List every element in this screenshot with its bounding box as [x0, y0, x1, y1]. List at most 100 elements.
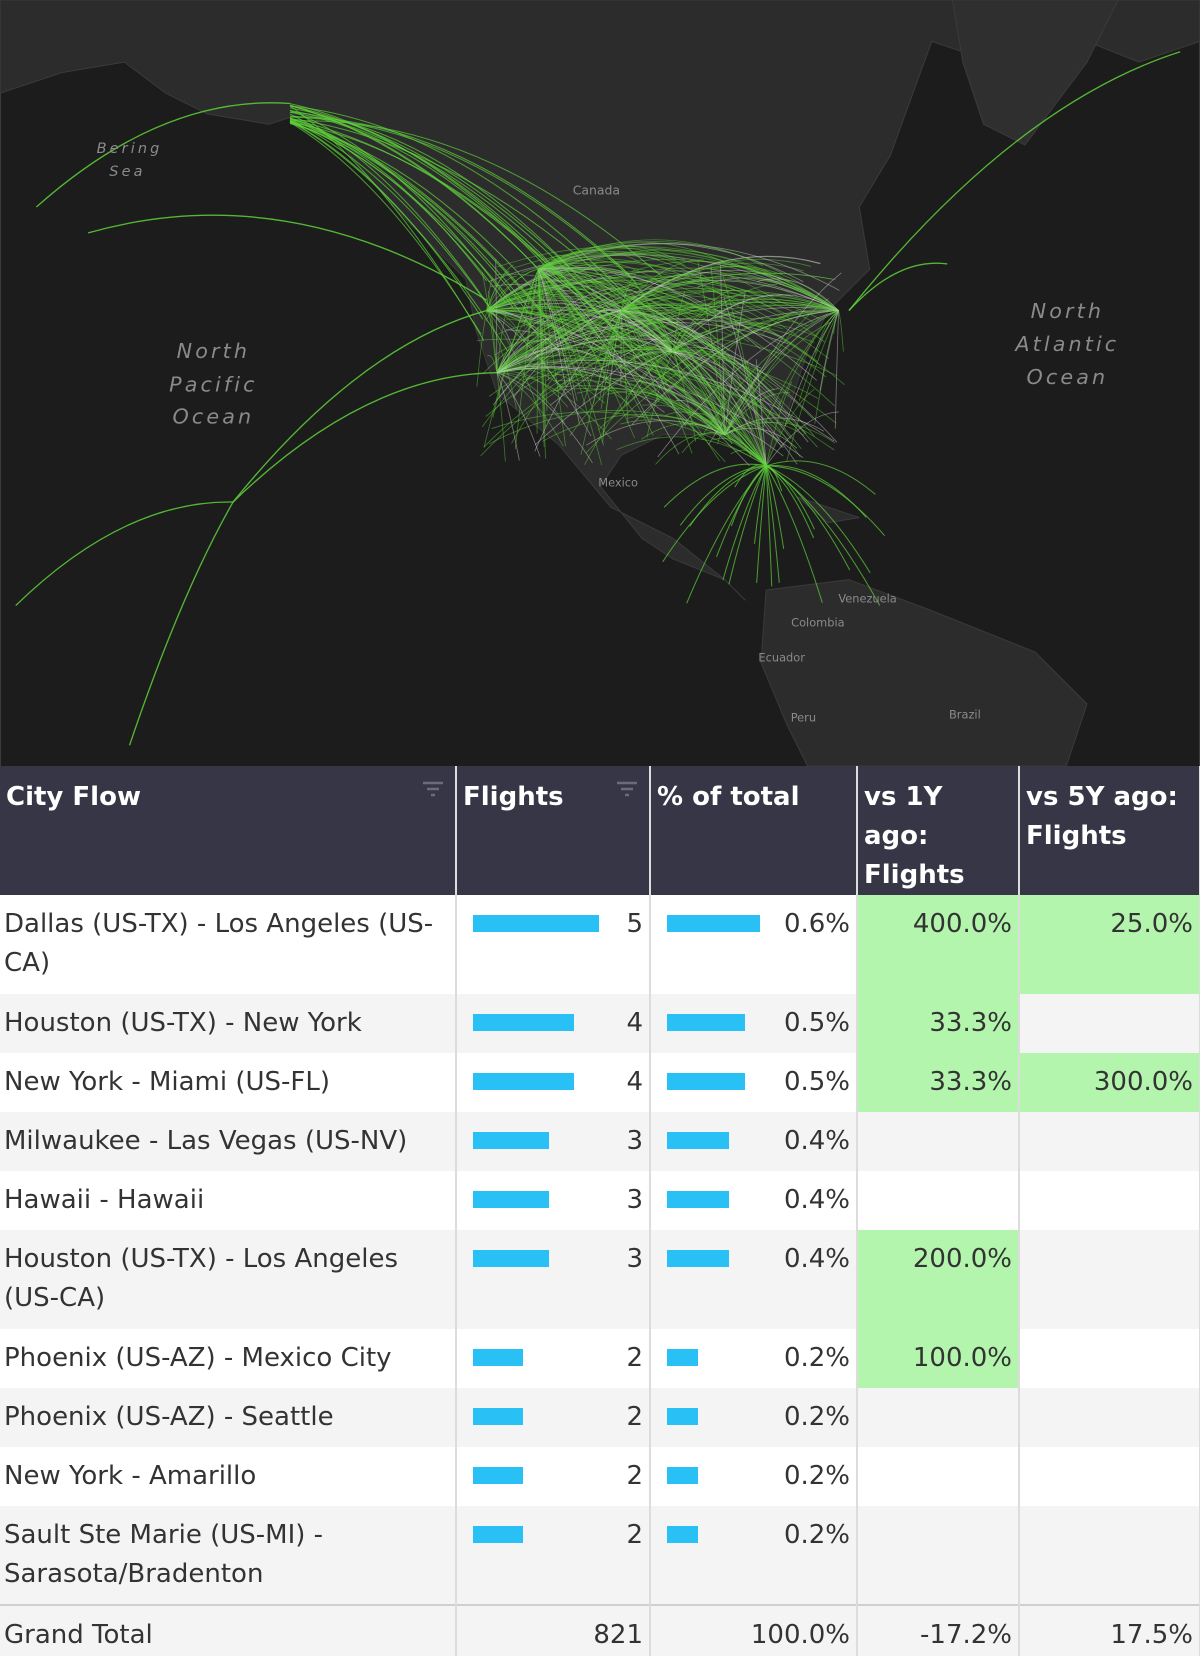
filter-icon[interactable]	[421, 780, 445, 800]
vs5y-value: 300.0%	[1094, 1067, 1193, 1097]
map-label: Ecuador	[758, 650, 805, 664]
column-header: vs 5Y ago: Flights	[1019, 766, 1200, 895]
header-text: vs 5Y ago: Flights	[1026, 782, 1178, 851]
pct-cell: 0.4%	[650, 1230, 857, 1329]
column-header: Flights	[456, 766, 650, 895]
flights-value: 3	[626, 1185, 643, 1215]
header-text: Flights	[463, 782, 564, 812]
flights-bar	[473, 1132, 549, 1149]
table-row: Phoenix (US-AZ) - Mexico City 2 0.2% 100.0%	[0, 1329, 1200, 1388]
pct-bar	[667, 1073, 745, 1090]
pct-value: 0.2%	[784, 1461, 850, 1491]
vs1y-value: 33.3%	[929, 1067, 1012, 1097]
vs1y-value: 200.0%	[913, 1244, 1012, 1274]
vs5y-cell	[1019, 1388, 1200, 1447]
city-flow-table: City Flow Flights % of total vs 1Y ago: Fli…	[0, 766, 1200, 1656]
city-flow: Dallas (US-TX) - Los Angeles (US-CA)	[0, 895, 456, 994]
map-label: Ocean	[1027, 365, 1109, 389]
flights-cell: 4	[456, 994, 650, 1053]
table-row: Sault Ste Marie (US-MI) - Sarasota/Brade…	[0, 1506, 1200, 1605]
flights-bar	[473, 1408, 523, 1425]
flights-cell: 4	[456, 1053, 650, 1112]
flights-value: 2	[626, 1343, 643, 1373]
city-flow: New York - Miami (US-FL)	[0, 1053, 456, 1112]
pct-bar	[667, 1467, 698, 1484]
vs1y-cell	[857, 1171, 1019, 1230]
flight-map: Bering Sea Canada North Pacific Ocean No…	[0, 0, 1200, 766]
flights-cell: 3	[456, 1112, 650, 1171]
pct-bar	[667, 1132, 729, 1149]
pct-bar	[667, 1526, 698, 1543]
flights-value: 5	[626, 909, 643, 939]
pct-cell: 0.4%	[650, 1112, 857, 1171]
flights-cell: 3	[456, 1171, 650, 1230]
pct-cell: 0.6%	[650, 895, 857, 994]
column-header: vs 1Y ago: Flights	[857, 766, 1019, 895]
vs5y-cell	[1019, 1112, 1200, 1171]
pct-value: 0.6%	[784, 909, 850, 939]
pct-cell: 0.2%	[650, 1447, 857, 1506]
flights-bar	[473, 1526, 523, 1543]
city-flow: Houston (US-TX) - Los Angeles (US-CA)	[0, 1230, 456, 1329]
column-header: % of total	[650, 766, 857, 895]
flights-value: 2	[626, 1402, 643, 1432]
flights-cell: 2	[456, 1447, 650, 1506]
map-label: Bering	[97, 141, 163, 157]
vs5y-cell	[1019, 1447, 1200, 1506]
vs1y-cell: 200.0%	[857, 1230, 1019, 1329]
pct-bar	[667, 1250, 729, 1267]
city-flow: Phoenix (US-AZ) - Mexico City	[0, 1329, 456, 1388]
pct-value: 0.2%	[784, 1520, 850, 1550]
flights-bar	[473, 1250, 549, 1267]
map-label: North	[1031, 299, 1104, 323]
flights-bar	[473, 915, 599, 932]
vs5y-cell	[1019, 1230, 1200, 1329]
total-label: Grand Total	[0, 1605, 456, 1656]
filter-icon[interactable]	[615, 780, 639, 800]
map-label: Venezuela	[838, 591, 896, 605]
vs1y-value: 100.0%	[913, 1343, 1012, 1373]
header-text: City Flow	[6, 782, 141, 812]
table-row: Dallas (US-TX) - Los Angeles (US-CA) 5 0.6…	[0, 895, 1200, 994]
pct-value: 0.2%	[784, 1343, 850, 1373]
pct-value: 0.5%	[784, 1008, 850, 1038]
pct-cell: 0.2%	[650, 1388, 857, 1447]
vs1y-value: 400.0%	[913, 909, 1012, 939]
table-row: New York - Miami (US-FL) 4 0.5% 33.3% 300.0%	[0, 1053, 1200, 1112]
flights-bar	[473, 1191, 549, 1208]
city-flow: Houston (US-TX) - New York	[0, 994, 456, 1053]
total-flights: 821	[456, 1605, 650, 1656]
pct-value: 0.5%	[784, 1067, 850, 1097]
table-row: Milwaukee - Las Vegas (US-NV)3 0.4%	[0, 1112, 1200, 1171]
total-vs5y: 17.5%	[1019, 1605, 1200, 1656]
pct-bar	[667, 1191, 729, 1208]
vs1y-cell	[857, 1447, 1019, 1506]
pct-value: 0.4%	[784, 1126, 850, 1156]
map-label: Ocean	[173, 404, 255, 428]
flights-cell: 5	[456, 895, 650, 994]
vs5y-cell: 300.0%	[1019, 1053, 1200, 1112]
map-label: Atlantic	[1013, 332, 1119, 356]
pct-cell: 0.4%	[650, 1171, 857, 1230]
city-flow: Sault Ste Marie (US-MI) - Sarasota/Brade…	[0, 1506, 456, 1605]
city-flow: Milwaukee - Las Vegas (US-NV)	[0, 1112, 456, 1171]
vs1y-cell	[857, 1506, 1019, 1605]
vs1y-cell	[857, 1112, 1019, 1171]
total-vs1y: -17.2%	[857, 1605, 1019, 1656]
map-label: Pacific	[169, 372, 257, 396]
pct-value: 0.2%	[784, 1402, 850, 1432]
flights-value: 2	[626, 1520, 643, 1550]
flights-value: 4	[626, 1067, 643, 1097]
header-text: % of total	[657, 782, 800, 812]
city-flow: New York - Amarillo	[0, 1447, 456, 1506]
flights-cell: 2	[456, 1388, 650, 1447]
pct-bar	[667, 915, 760, 932]
map-label: Brazil	[949, 707, 981, 721]
flights-value: 4	[626, 1008, 643, 1038]
vs5y-cell	[1019, 1171, 1200, 1230]
